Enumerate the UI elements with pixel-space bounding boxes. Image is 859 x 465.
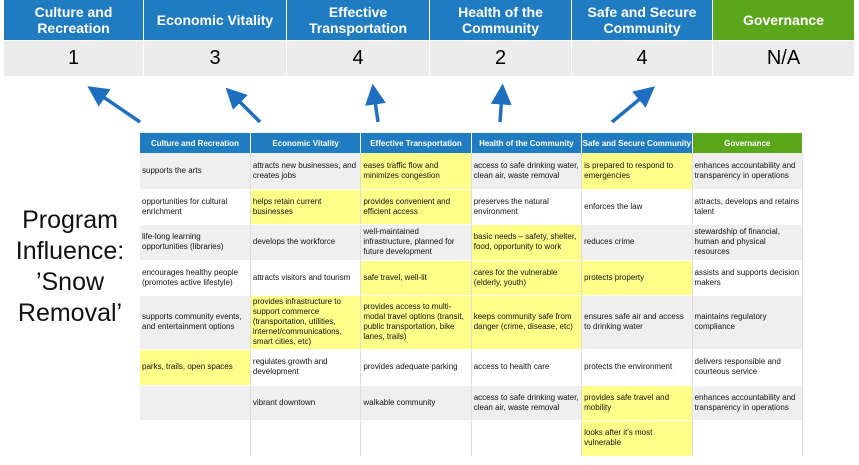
score-header: Culture and Recreation [4,0,144,40]
table-cell: enforces the law [581,189,693,225]
table-cell [471,420,583,457]
column-header: Effective Transportation [360,133,472,153]
label-line: ’Snow [35,268,105,296]
table-cell: walkable community [360,385,472,421]
arrow-icon [87,86,141,124]
arrow-icon [365,83,386,123]
table-cell: stewardship of financial, human and phys… [692,224,804,261]
table-cell: opportunities for cultural enrichment [140,189,251,225]
table-cell: provides adequate parking [360,349,472,386]
table-cell: provides infrastructure to support comme… [250,295,362,350]
arrow-icon [490,83,512,123]
table-cell: life-long learning opportunities (librar… [140,224,251,261]
table-cell: provides access to multi-modal travel op… [360,295,472,350]
table-cell: maintains regulatory compliance [692,295,804,350]
table-cell: basic needs – safety, shelter, food, opp… [471,224,583,261]
column-header: Health of the Community [471,133,583,153]
score-header: Governance [713,0,855,40]
table-cell: helps retain current businesses [250,189,362,225]
label-line: Influence: [15,237,125,265]
program-influence-label: Program Influence: ’Snow Removal’ [0,205,140,329]
arrow-icon [610,86,656,124]
table-row: supports community events, and entertain… [140,295,804,350]
table-row: opportunities for cultural enrichment hel… [140,189,804,225]
score-value: N/A [713,40,855,76]
table-cell: provides convenient and efficient access [360,189,472,225]
score-header: Safe and Secure Community [572,0,713,40]
table-cell: assists and supports decision makers [692,260,804,296]
score-value: 4 [287,40,430,76]
table-cell [140,420,251,457]
table-cell: provides safe travel and mobility [581,385,693,421]
table-cell: regulates growth and development [250,349,362,386]
label-line: Removal’ [17,299,123,327]
table-cell: enhances accountability and transparency… [692,153,804,190]
table-cell: access to health care [471,349,583,386]
arrows [87,83,656,124]
table-row: vibrant downtown walkable community access… [140,385,804,421]
table-cell: protects property [581,260,693,296]
score-value: 3 [144,40,287,76]
table-cell [692,420,804,457]
column-header: Culture and Recreation [140,133,251,153]
label-line: Program [22,206,118,234]
table-cell: access to safe drinking water, clean air… [471,153,583,190]
table-cell: develops the workforce [250,224,362,261]
table-cell [140,385,251,421]
table-row: encourages healthy people (promotes acti… [140,260,804,296]
table-cell: eases traffic flow and minimizes congest… [360,153,472,190]
table-cell: delivers responsible and courteous servi… [692,349,804,386]
table-cell: attracts, develops and retains talent [692,189,804,225]
table-row: parks, trails, open spaces regulates grow… [140,349,804,386]
table-cell: attracts visitors and tourism [250,260,362,296]
table-cell: well-maintained infrastructure, planned … [360,224,472,261]
table-cell: keeps community safe from danger (crime,… [471,295,583,350]
table-cell: cares for the vulnerable (elderly, youth… [471,260,583,296]
table-cell [250,420,362,457]
table-cell: attracts new businesses, and creates job… [250,153,362,190]
score-summary: Culture and Recreation Economic Vitality… [4,0,855,76]
table-cell: preserves the natural environment [471,189,583,225]
table-cell: reduces crime [581,224,693,261]
table-row: supports the arts attracts new businesses… [140,153,804,190]
score-header: Health of the Community [430,0,572,40]
table-row: looks after it's most vulnerable [140,420,804,457]
table-cell: ensures safe air and access to drinking … [581,295,693,350]
column-header: Economic Vitality [250,133,362,153]
column-header: Governance [692,133,804,153]
table-row: life-long learning opportunities (librar… [140,224,804,261]
table-cell: protects the environment [581,349,693,386]
table-cell: looks after it's most vulnerable [581,420,693,457]
score-header: Economic Vitality [144,0,287,40]
score-header: Effective Transportation [287,0,430,40]
score-value: 1 [4,40,144,76]
score-value: 4 [572,40,713,76]
table-cell: parks, trails, open spaces [140,349,251,386]
table-cell: is prepared to respond to emergencies [581,153,693,190]
table-cell [360,420,472,457]
table-cell: supports community events, and entertain… [140,295,251,350]
table-body: supports the arts attracts new businesses… [140,153,804,457]
score-value: 2 [430,40,572,76]
table-cell: access to safe drinking water, clean air… [471,385,583,421]
table-cell: safe travel, well-lit [360,260,472,296]
arrow-icon [225,87,262,124]
influence-table: Culture and Recreation Economic Vitality… [140,133,804,457]
table-cell: encourages healthy people (promotes acti… [140,260,251,296]
table-cell: vibrant downtown [250,385,362,421]
table-cell: supports the arts [140,153,251,190]
column-header: Safe and Secure Community [581,133,693,153]
table-cell: enhances accountability and transparency… [692,385,804,421]
